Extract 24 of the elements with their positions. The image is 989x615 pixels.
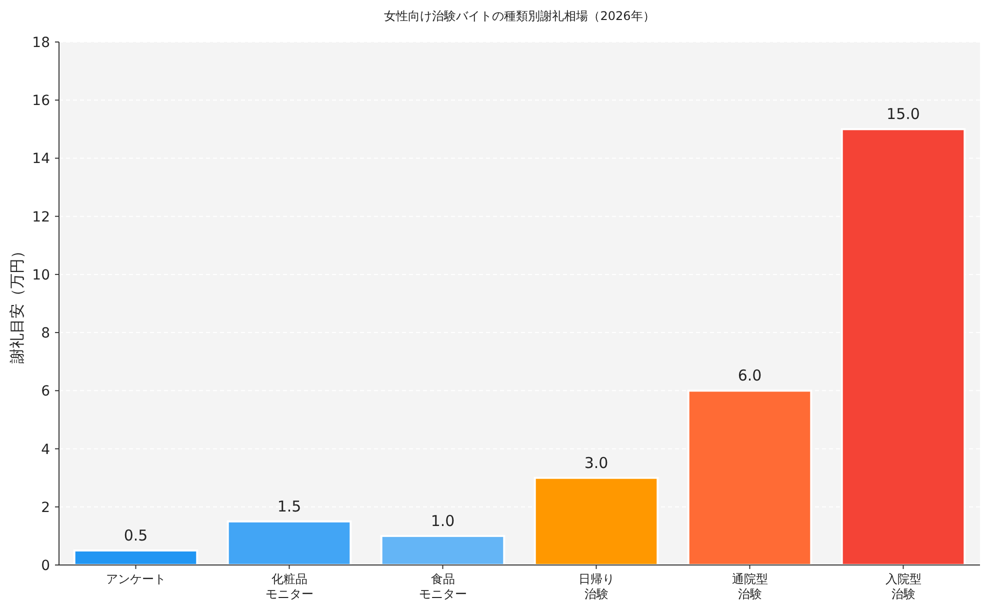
y-tick-label: 4 [41, 442, 50, 458]
data-label: 1.5 [277, 497, 302, 516]
data-label: 1.0 [430, 512, 455, 530]
chart-title: 女性向け治験バイトの種類別謝礼相場（2026年） [384, 9, 655, 23]
x-tick-label: アンケート [104, 572, 167, 587]
x-tick-label: 食品モニター [418, 572, 468, 602]
x-tick-label: 日帰り治験 [577, 572, 616, 602]
data-label: 3.0 [584, 454, 608, 472]
x-tick-label: 化粧品モニター [264, 572, 314, 602]
data-label: 15.0 [886, 105, 920, 124]
x-tick-label: 通院型治験 [730, 572, 769, 602]
y-tick-label: 0 [41, 558, 50, 574]
y-tick-label: 18 [32, 35, 50, 51]
x-tick-label: 入院型治験 [884, 572, 922, 602]
y-tick-label: 8 [41, 326, 50, 342]
y-axis-title: 謝礼目安（万円） [8, 244, 26, 364]
y-tick-label: 6 [41, 384, 50, 400]
y-tick-label: 16 [32, 93, 50, 110]
data-label: 6.0 [738, 366, 762, 385]
y-tick-label: 12 [32, 209, 50, 226]
y-tick-label: 2 [41, 500, 50, 516]
y-tick-label: 10 [32, 267, 50, 284]
y-tick-label: 14 [32, 151, 50, 168]
data-label: 0.5 [124, 526, 148, 544]
